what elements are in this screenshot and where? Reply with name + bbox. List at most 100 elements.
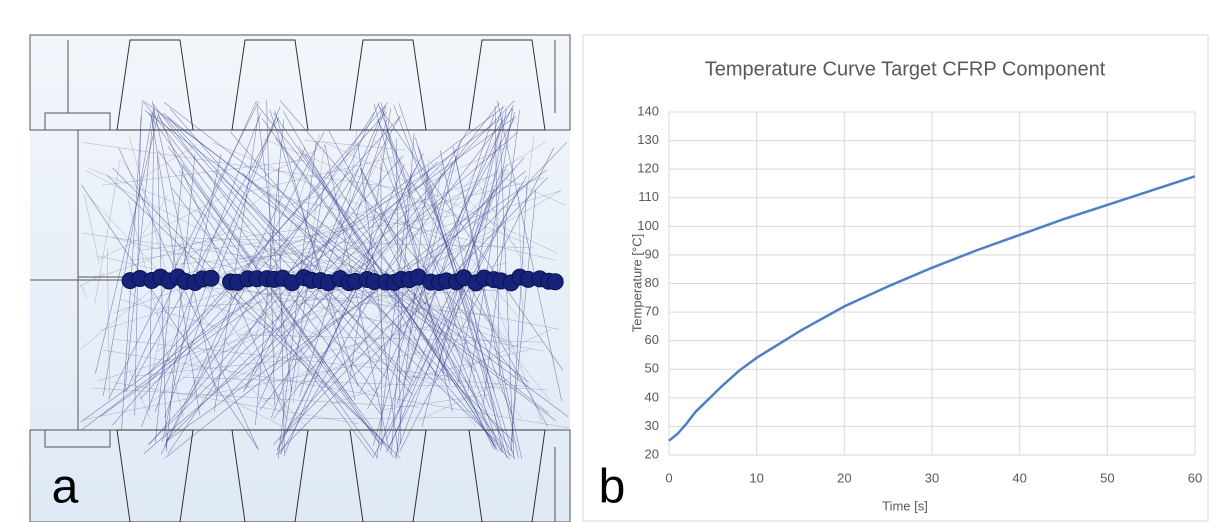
y-tick-label: 110 xyxy=(638,189,659,204)
ray xyxy=(499,175,566,206)
ray xyxy=(359,167,494,449)
ray xyxy=(157,155,167,452)
ray xyxy=(423,375,443,390)
ray xyxy=(206,190,562,395)
ray xyxy=(212,142,482,257)
ray xyxy=(274,110,356,400)
ray xyxy=(452,146,519,459)
ray xyxy=(298,146,497,448)
ray xyxy=(171,187,374,459)
ray xyxy=(102,108,154,396)
ray xyxy=(491,293,543,423)
ray xyxy=(262,342,389,403)
ray xyxy=(285,193,324,207)
ray xyxy=(151,100,216,391)
chart-frame xyxy=(582,34,1209,522)
simulation-panel: a xyxy=(29,34,571,522)
ray xyxy=(119,299,223,329)
plot: 20 30 40 50 60 70 80 90 100 110 120 130 140 0 10 20 30 40… xyxy=(637,103,1202,485)
ray xyxy=(391,132,415,454)
reflector xyxy=(231,429,309,522)
y-tick-label: 60 xyxy=(645,332,659,347)
ray xyxy=(79,272,105,287)
ray xyxy=(482,109,520,405)
reflector xyxy=(349,39,427,131)
ray xyxy=(511,184,528,452)
ray xyxy=(408,159,444,373)
ray xyxy=(164,170,527,459)
ray xyxy=(357,143,399,454)
y-tick-label: 40 xyxy=(645,389,659,404)
ray xyxy=(415,137,508,458)
ray xyxy=(144,109,556,422)
ray xyxy=(292,346,303,403)
y-tick-label: 70 xyxy=(645,304,659,319)
ray xyxy=(373,175,527,457)
ray xyxy=(163,101,529,383)
ray xyxy=(154,106,281,413)
ray xyxy=(372,163,453,447)
ray xyxy=(178,170,380,443)
ray xyxy=(101,159,305,186)
x-tick-label: 0 xyxy=(665,470,672,485)
ray xyxy=(163,112,413,382)
ray xyxy=(414,229,442,356)
reflector xyxy=(116,429,194,522)
ray xyxy=(322,141,559,254)
ray xyxy=(380,102,453,412)
ray xyxy=(154,166,184,443)
ray xyxy=(343,167,367,203)
ray xyxy=(256,107,293,392)
clamp xyxy=(44,429,111,448)
ray xyxy=(377,307,477,427)
ray xyxy=(478,184,526,267)
ray xyxy=(377,103,491,410)
ray xyxy=(454,155,523,460)
ray xyxy=(113,382,359,425)
panel-label: b xyxy=(599,461,626,514)
x-tick-label: 20 xyxy=(837,470,851,485)
ray xyxy=(164,147,306,447)
ray xyxy=(228,198,427,264)
ray xyxy=(253,213,429,374)
x-tick-label: 50 xyxy=(1100,470,1114,485)
ray xyxy=(525,136,535,204)
ray xyxy=(103,349,571,429)
y-tick-label: 50 xyxy=(645,361,659,376)
ray xyxy=(279,100,528,387)
ray xyxy=(106,175,401,459)
ray xyxy=(357,191,489,341)
ray xyxy=(106,247,110,400)
ray xyxy=(380,155,495,447)
ray xyxy=(282,110,438,378)
ray xyxy=(173,247,363,265)
ray xyxy=(299,119,388,397)
ray xyxy=(440,329,551,380)
ray xyxy=(266,100,275,405)
ray xyxy=(394,189,495,458)
ray xyxy=(84,194,100,264)
ray xyxy=(284,417,483,420)
ray xyxy=(127,290,281,413)
particles xyxy=(121,268,564,292)
ray xyxy=(177,237,534,249)
ray xyxy=(274,137,504,448)
reflector xyxy=(116,39,194,131)
ray xyxy=(142,195,169,235)
ray xyxy=(99,146,323,260)
ray xyxy=(204,284,252,315)
ray xyxy=(380,163,383,446)
ray xyxy=(89,168,492,331)
ray xyxy=(112,167,387,445)
ray xyxy=(118,148,258,449)
ray xyxy=(404,375,527,387)
ray xyxy=(149,111,155,411)
ray xyxy=(114,339,451,377)
data-line xyxy=(668,175,1196,442)
ray xyxy=(263,138,525,243)
ray xyxy=(359,118,515,393)
ray xyxy=(168,146,394,458)
ray xyxy=(367,188,470,244)
ray xyxy=(434,111,516,377)
